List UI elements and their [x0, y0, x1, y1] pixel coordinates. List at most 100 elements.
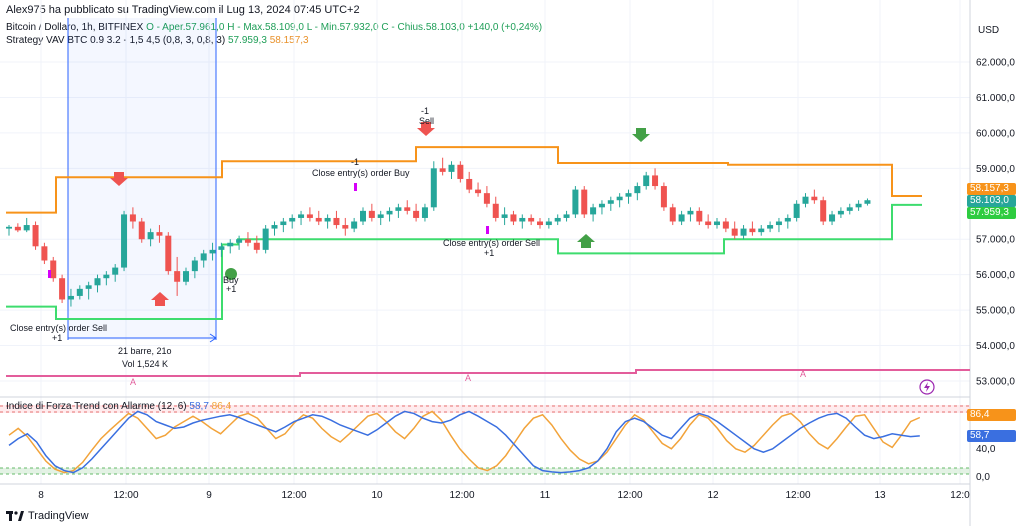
candle-body	[404, 207, 411, 211]
time-tick-label: 12:00	[617, 490, 642, 501]
candle-body	[50, 260, 57, 279]
exit-marker-icon	[48, 270, 51, 278]
candle-body	[457, 164, 464, 179]
candle	[625, 189, 632, 204]
lower-band-line	[6, 203, 922, 320]
alert-marker-3: A	[800, 369, 806, 379]
osc-tick-40: 40,0	[976, 444, 996, 455]
candle	[669, 203, 676, 226]
candle-body	[554, 217, 561, 222]
candle	[652, 168, 659, 190]
candle	[731, 221, 738, 240]
candle-body	[731, 228, 738, 236]
candle-body	[634, 186, 641, 194]
buy-arrow-icon	[632, 128, 650, 142]
candle	[395, 203, 402, 218]
candle	[41, 242, 48, 265]
candle	[758, 225, 765, 236]
candle	[537, 217, 543, 229]
buy-qty-label: +1	[226, 284, 236, 294]
osc-tick-0: 0,0	[976, 472, 990, 483]
time-tick-label: 12:00	[449, 490, 474, 501]
candle-body	[519, 217, 526, 222]
candle	[262, 225, 269, 254]
symbol-title: Bitcoin / Dollaro, 1h, BITFINEX	[6, 22, 144, 33]
candle-body	[174, 271, 181, 282]
candle-body	[572, 189, 579, 215]
candle-body	[59, 278, 66, 300]
candle-body	[333, 217, 340, 226]
candle	[483, 186, 490, 208]
candle	[67, 288, 74, 307]
time-tick-label: 13	[874, 490, 886, 501]
tradingview-logo-icon	[6, 511, 24, 521]
candle-body	[775, 221, 782, 226]
candle-body	[351, 221, 358, 229]
time-tick-label: 12:00	[785, 490, 810, 501]
strategy-legend[interactable]: Strategy VAV BTC 0.9 3.2 - 1,5 4,5 (0,8,…	[6, 35, 309, 46]
candle-body	[183, 271, 189, 282]
oscillator-legend[interactable]: Indice di Forza Trend con Allarme (12, 6…	[6, 401, 231, 412]
candle	[333, 210, 340, 229]
price-tick-label: 56.000,0	[976, 270, 1015, 281]
price-tick-label: 53.000,0	[976, 377, 1015, 388]
candle	[377, 210, 384, 226]
candle-body	[643, 175, 650, 187]
price-tick-label: 62.000,0	[976, 58, 1015, 69]
candle	[59, 274, 66, 304]
candle	[837, 207, 844, 218]
candle	[306, 207, 313, 222]
candle	[324, 214, 331, 229]
candle	[280, 217, 287, 233]
candle-body	[439, 168, 446, 172]
candle	[545, 217, 552, 229]
candle-body	[6, 226, 12, 229]
candle	[298, 210, 305, 226]
footer-branding[interactable]: TradingView	[6, 510, 89, 522]
candle	[784, 214, 791, 229]
candle-body	[200, 253, 207, 261]
exit-marker-icon	[486, 226, 489, 234]
candle	[855, 200, 862, 211]
candle	[156, 225, 163, 243]
measure-bars-label: 21 barre, 21o	[118, 346, 172, 356]
candle-body	[156, 232, 163, 236]
candle	[696, 207, 703, 226]
oscillator-value-orange: 86,4	[211, 401, 232, 412]
symbol-legend[interactable]: Bitcoin / Dollaro, 1h, BITFINEX O - Aper…	[6, 22, 542, 33]
candle-body	[793, 203, 800, 218]
price-axis-ticks: 62.000,0 61.000,0 60.000,0 59.000,0 57.000,0…	[976, 58, 1015, 388]
oversold-zone	[0, 468, 970, 474]
candle-body	[430, 168, 437, 208]
candle-body	[315, 217, 322, 222]
candle-body	[76, 288, 83, 296]
time-tick-label: 9	[206, 490, 212, 501]
candle	[829, 210, 836, 226]
candle-body	[236, 239, 243, 243]
candle-body	[855, 203, 862, 208]
candle	[457, 161, 464, 183]
measure-volume-label: Vol 1,524 K	[122, 359, 168, 369]
time-tick-label: 11	[540, 490, 551, 501]
candle	[802, 193, 809, 208]
candle	[767, 221, 774, 233]
measure-area	[68, 18, 216, 340]
sell-arrow-icon	[110, 172, 128, 186]
candle	[23, 217, 30, 233]
candle-body	[41, 246, 48, 261]
candle	[289, 214, 296, 229]
candle-body	[395, 207, 402, 211]
price-tick-label: 61.000,0	[976, 93, 1015, 104]
candle-body	[820, 200, 827, 222]
candle-body	[616, 196, 623, 201]
upper-band-line	[6, 146, 922, 214]
candle	[660, 182, 667, 211]
candle-body	[864, 200, 871, 204]
candle-body	[705, 221, 712, 226]
time-tick-label: 12	[707, 490, 719, 501]
candle	[138, 217, 145, 243]
measure-arrow-icon	[209, 333, 217, 343]
candle	[430, 161, 437, 211]
candle	[590, 203, 597, 222]
